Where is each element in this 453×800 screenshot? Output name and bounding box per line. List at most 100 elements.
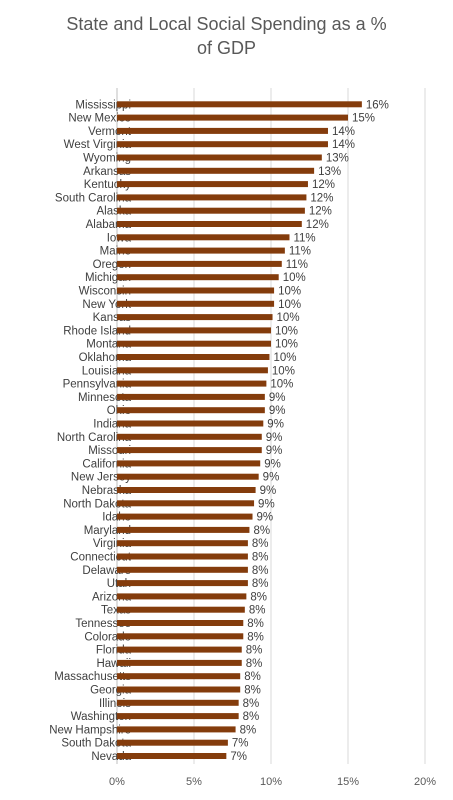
data-label: 8% (252, 565, 269, 577)
bar (117, 300, 275, 307)
bar (117, 606, 245, 613)
data-label: 9% (264, 458, 281, 470)
data-label: 11% (293, 232, 315, 244)
data-label: 8% (243, 698, 260, 710)
category-label: North Carolina (57, 432, 132, 444)
data-label: 12% (309, 206, 332, 218)
bar (117, 420, 264, 427)
data-label: 10% (272, 365, 295, 377)
bar (117, 354, 270, 360)
bar (117, 726, 236, 733)
data-label: 10% (283, 272, 306, 284)
bar (117, 367, 268, 374)
bar (117, 114, 348, 121)
bar (117, 620, 244, 626)
x-tick-label: 10% (260, 776, 282, 788)
category-label: South Carolina (55, 192, 132, 204)
data-label: 9% (266, 445, 283, 457)
data-label: 8% (240, 724, 257, 736)
category-label: New Mexico (68, 113, 131, 125)
bar (117, 566, 248, 573)
bar (117, 633, 244, 640)
bar (117, 234, 290, 241)
bar (117, 513, 253, 520)
data-label: 8% (243, 711, 260, 723)
data-label: 8% (244, 685, 261, 697)
data-label: 8% (247, 631, 264, 643)
category-label: Rhode Island (63, 325, 131, 337)
category-label: Connecticut (70, 552, 132, 564)
data-label: 13% (318, 166, 341, 178)
bar (117, 127, 328, 134)
category-label: Massachusetts (54, 671, 131, 683)
x-tick-label: 15% (337, 776, 359, 788)
data-label: 10% (275, 325, 298, 337)
data-label: 9% (260, 485, 277, 497)
bar (117, 500, 255, 507)
data-label: 11% (289, 246, 311, 258)
bar (117, 101, 362, 108)
bar (117, 207, 305, 214)
data-label: 8% (253, 525, 270, 537)
category-label: Washington (71, 711, 131, 723)
bar (117, 699, 239, 706)
bar (117, 460, 261, 467)
data-label: 9% (263, 472, 280, 484)
bar (117, 739, 228, 746)
data-label: 14% (332, 139, 355, 151)
bar (117, 686, 241, 693)
bar (117, 287, 275, 294)
chart-title-line-2: of GDP (196, 38, 257, 58)
bar (117, 247, 285, 254)
bar (117, 141, 328, 148)
bar (117, 380, 267, 387)
bar (117, 221, 302, 227)
bar (117, 553, 248, 560)
data-label: 15% (352, 113, 375, 125)
bar (117, 181, 308, 188)
bar (117, 473, 259, 480)
data-label: 10% (270, 379, 293, 391)
bar (117, 673, 241, 680)
bar (117, 167, 315, 174)
data-label: 9% (269, 392, 286, 404)
data-label: 14% (332, 126, 355, 138)
data-label: 8% (244, 671, 261, 683)
bar (117, 260, 282, 267)
data-label: 8% (250, 591, 267, 603)
data-label: 10% (275, 339, 298, 351)
data-label: 10% (273, 352, 296, 364)
x-tick-label: 5% (186, 776, 202, 788)
bar (117, 433, 262, 440)
category-label: New Hampshire (49, 724, 131, 736)
bar (117, 659, 242, 666)
chart-title-line-1: State and Local Social Spending as a % (66, 14, 387, 34)
data-label: 12% (312, 179, 335, 191)
bar (117, 753, 227, 759)
chart-title: State and Local Social Spending as a % o… (0, 12, 453, 60)
data-label: 8% (252, 538, 269, 550)
data-label: 10% (277, 312, 300, 324)
bar (117, 713, 239, 720)
bar (117, 593, 247, 600)
data-label: 9% (258, 498, 275, 510)
data-label: 7% (230, 751, 247, 763)
category-label: Pennsylvania (63, 379, 132, 391)
bar (117, 526, 250, 533)
x-tick-label: 0% (109, 776, 125, 788)
data-label: 8% (246, 645, 263, 657)
bar (117, 314, 273, 321)
bar (117, 646, 242, 653)
data-label: 10% (278, 299, 301, 311)
data-label: 9% (269, 405, 286, 417)
category-label: New Jersey (71, 472, 131, 484)
bar (117, 154, 322, 161)
bar (117, 274, 279, 281)
bar (117, 447, 262, 454)
data-label: 12% (310, 192, 333, 204)
data-label: 7% (232, 738, 249, 750)
data-label: 13% (326, 153, 349, 165)
bar (117, 487, 256, 493)
category-label: South Dakota (61, 738, 131, 750)
